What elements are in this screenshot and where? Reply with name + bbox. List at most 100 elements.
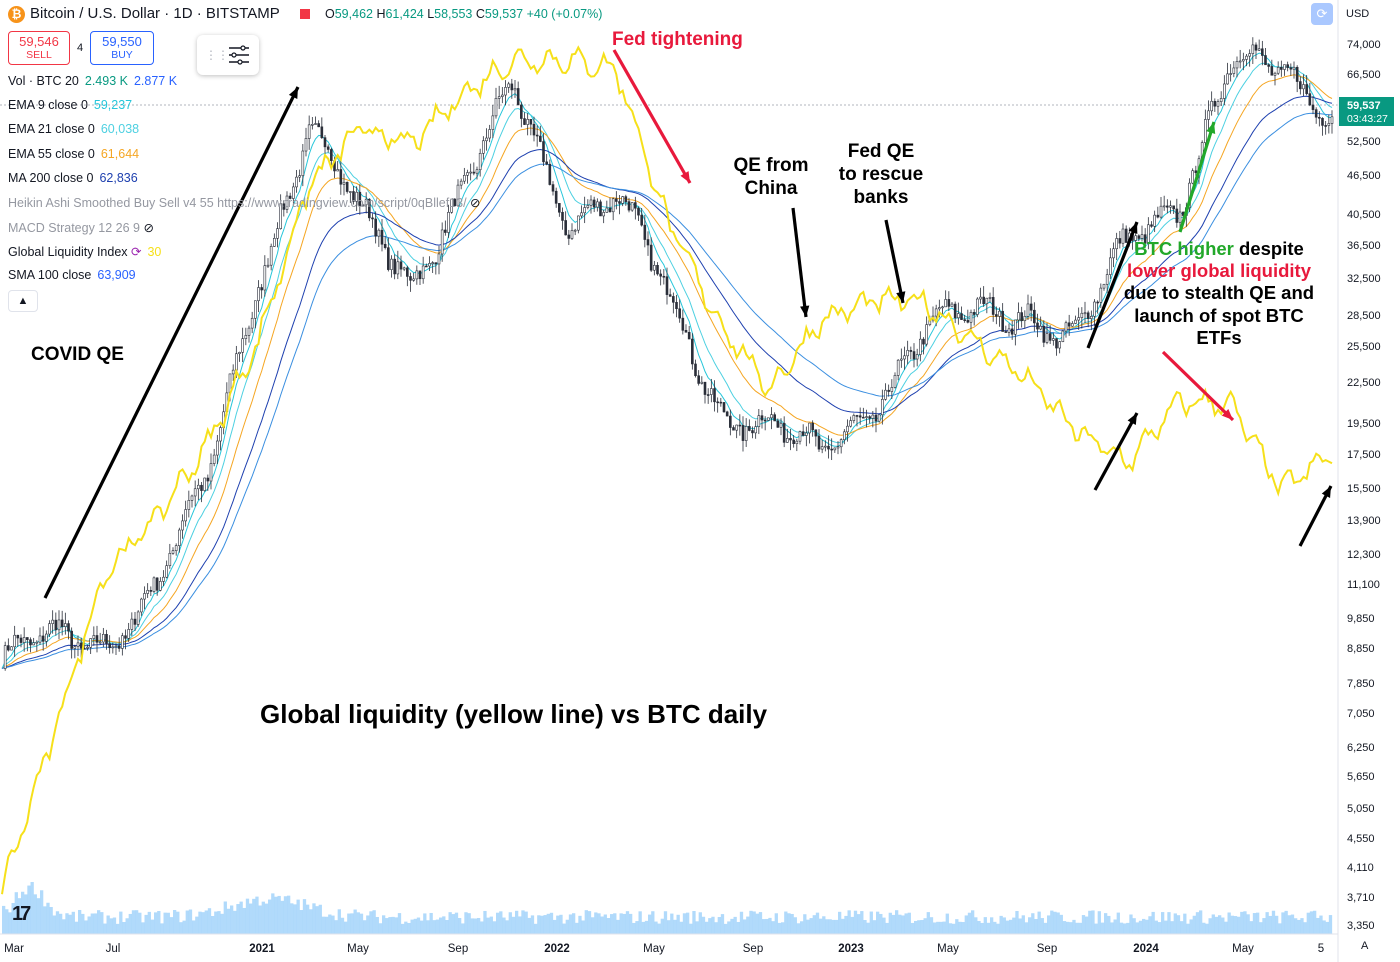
sell-button[interactable]: 59,546 SELL [8,31,70,65]
volume-bar [901,915,905,934]
volume-bar [1094,923,1098,934]
volume-bar [318,904,322,934]
candle-body [824,445,827,448]
volume-bar [910,922,915,934]
candle-body [1286,64,1289,68]
volume-bar [1129,914,1133,934]
volume-bar [958,921,962,934]
time-axis[interactable]: Mar Jul 2021 May Sep 2022 May Sep 2023 May Sep 2024… [4,943,1324,955]
candle-body [1289,67,1293,70]
candle-body [580,212,583,217]
chart-settings-icon[interactable]: ⟳ [1311,3,1333,25]
volume-bar [1107,915,1111,934]
candle-body [450,198,453,213]
legend-row[interactable]: MA 200 close 0 62,836 [8,171,138,185]
volume-bar [296,899,300,934]
object-tree-icon[interactable] [227,45,251,65]
candle-body [991,297,995,315]
volume-bar [382,915,386,934]
auto-scale-button[interactable]: A [1361,940,1369,952]
candle-body [881,398,884,416]
volume-bar [822,916,826,934]
eye-off-icon[interactable]: ⊘ [466,196,481,210]
volume-bar [214,911,218,934]
volume-bar [1183,913,1187,934]
refresh-icon[interactable]: ⟳ [127,245,142,259]
candle-body [583,207,586,214]
volume-bar [1053,911,1057,934]
volume-bar [1097,911,1101,934]
candle-body [646,239,650,246]
candle-body [713,388,716,403]
candle-body [364,198,368,206]
volume-bar [1037,911,1041,934]
candle-body [320,126,324,138]
volume-bar [587,911,592,934]
volume-bar [1316,917,1320,934]
drawing-toolbar[interactable]: ⋮⋮ [197,35,259,75]
candle-body [1071,323,1074,327]
drag-handle-icon[interactable]: ⋮⋮ [205,48,229,62]
candle-body [855,415,859,417]
volume-bar [641,921,645,934]
candle-body [1162,205,1166,208]
candle-body [665,276,669,295]
candle-body [92,635,96,639]
candle-body [491,115,495,130]
countdown-label: 03:43:27 [1347,113,1388,125]
volume-bar [385,918,389,934]
candle-body [561,211,564,221]
candle-body [944,299,947,308]
volume-bar [917,920,921,934]
price-tick-label: 4,110 [1347,862,1374,874]
candle-body [976,298,979,315]
candle-body [76,642,80,647]
symbol-title[interactable]: Bitcoin / U.S. Dollar · 1D · BITSTAMP [30,5,280,22]
volume-bar [983,917,987,934]
volume-bar [765,918,769,934]
legend-row[interactable]: Vol · BTC 20 2.493 K 2.877 K [8,74,177,88]
candle-body [3,645,7,669]
volume-bar [508,912,512,934]
volume-bar [477,917,481,934]
legend-row[interactable]: SMA 100 close 63,909 [8,268,136,282]
candle-body [244,335,248,339]
flag-icon[interactable] [300,9,310,19]
volume-bar [1088,910,1092,934]
candle-body [1270,66,1274,76]
candle-body [162,576,165,582]
legend-row[interactable]: EMA 21 close 0 60,038 [8,122,139,136]
candle-body [1102,283,1106,289]
candle-body [643,224,647,240]
collapse-legend-button[interactable]: ▲ [8,290,38,312]
candle-body [174,545,178,551]
eye-off-icon[interactable]: ⊘ [140,221,154,235]
legend-row[interactable]: MACD Strategy 12 26 9 ⊘ [8,220,154,235]
chart-caption: Global liquidity (yellow line) vs BTC da… [260,699,768,729]
candle-body [355,191,358,202]
chevron-up-icon: ▲ [17,295,29,307]
legend-row[interactable]: Global Liquidity Index ⟳ 30 [8,244,161,259]
candle-body [159,581,162,591]
candle-body [554,190,558,204]
price-tick-label: 22,500 [1347,377,1381,389]
volume-bar [40,890,44,934]
candle-body [133,618,137,625]
candle-body [466,172,469,176]
buy-button[interactable]: 59,550 BUY [90,31,154,65]
candle-body [938,307,941,310]
candle-body [567,234,571,239]
legend-row[interactable]: EMA 55 close 0 61,644 [8,147,139,161]
currency-selector[interactable]: USD [1346,8,1370,20]
volume-bar [581,920,585,934]
price-axis[interactable]: 74,000 66,500 52,500 46,500 40,500 36,500 32,5… [1339,39,1394,932]
volume-bar [914,920,918,934]
time-tick-label: May [347,943,369,955]
legend-row[interactable]: EMA 9 close 0 59,237 [8,98,132,112]
volume-bar [331,915,335,934]
legend-row[interactable]: Heikin Ashi Smoothed Buy Sell v4 55 http… [8,195,481,210]
candle-body [1242,59,1245,62]
candle-body [577,215,580,231]
volume-bar [515,910,519,934]
